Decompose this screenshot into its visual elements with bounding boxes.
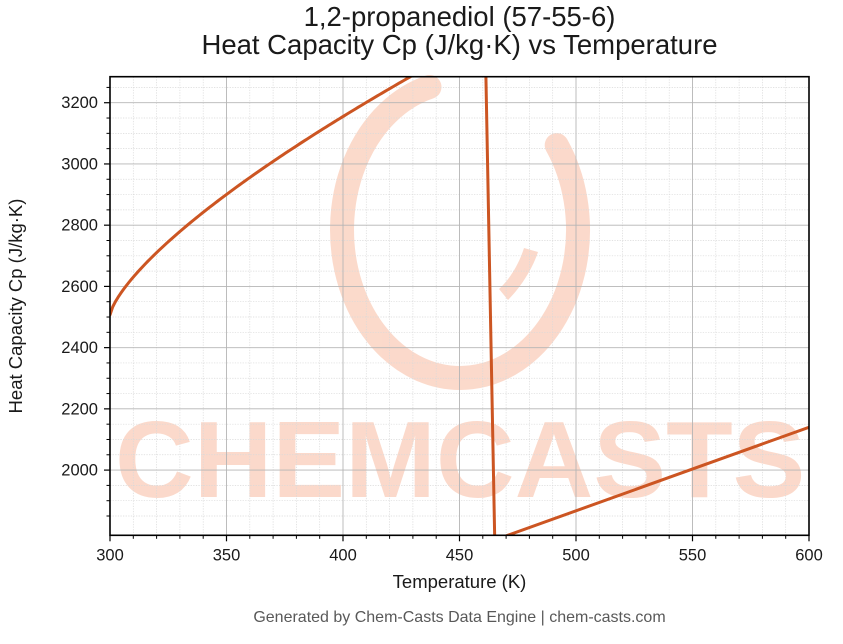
- svg-text:500: 500: [562, 546, 590, 564]
- svg-text:2000: 2000: [61, 462, 98, 480]
- svg-text:2400: 2400: [61, 339, 98, 357]
- svg-text:3200: 3200: [61, 94, 98, 112]
- svg-text:400: 400: [329, 546, 357, 564]
- svg-text:300: 300: [96, 546, 124, 564]
- svg-text:2600: 2600: [61, 278, 98, 296]
- svg-text:Temperature (K): Temperature (K): [393, 571, 527, 592]
- svg-text:2200: 2200: [61, 400, 98, 418]
- svg-text:2800: 2800: [61, 217, 98, 235]
- svg-text:450: 450: [446, 546, 474, 564]
- svg-text:350: 350: [213, 546, 241, 564]
- svg-text:3000: 3000: [61, 155, 98, 173]
- svg-text:550: 550: [679, 546, 707, 564]
- svg-text:600: 600: [795, 546, 823, 564]
- svg-text:CHEMCASTS: CHEMCASTS: [115, 399, 805, 521]
- svg-text:Heat Capacity Cp (J/kg·K) vs T: Heat Capacity Cp (J/kg·K) vs Temperature: [201, 29, 717, 60]
- svg-text:1,2-propanediol (57-55-6): 1,2-propanediol (57-55-6): [304, 1, 616, 32]
- svg-text:Heat Capacity Cp (J/kg·K): Heat Capacity Cp (J/kg·K): [5, 199, 26, 414]
- svg-text:Generated by Chem-Casts Data E: Generated by Chem-Casts Data Engine | ch…: [253, 609, 665, 626]
